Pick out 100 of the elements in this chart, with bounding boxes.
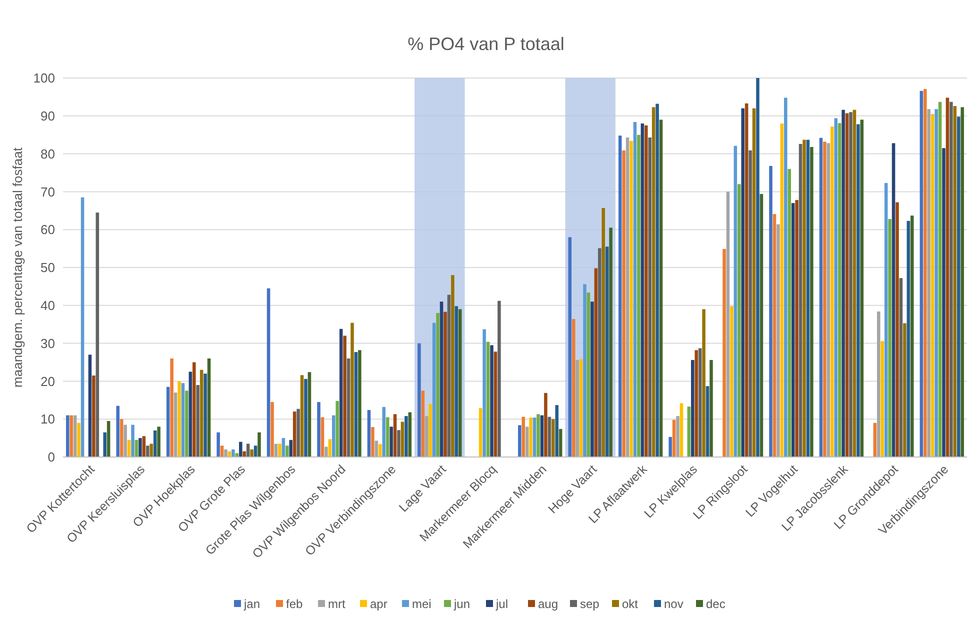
bar	[640, 123, 644, 457]
bar	[397, 430, 400, 457]
bar	[350, 322, 354, 457]
bar	[826, 143, 830, 457]
bar	[780, 123, 784, 457]
bar	[181, 383, 185, 457]
bar	[274, 444, 278, 457]
bar	[258, 432, 261, 457]
bar	[741, 108, 744, 457]
bar	[644, 125, 648, 457]
bar	[339, 328, 343, 457]
bar	[498, 300, 501, 457]
bar	[116, 406, 120, 457]
bar	[73, 415, 77, 457]
bar	[744, 103, 748, 457]
bar	[583, 284, 586, 457]
bar	[668, 436, 672, 457]
bar	[354, 352, 358, 457]
y-tick-label: 90	[40, 108, 55, 124]
bar	[806, 140, 810, 457]
bar	[196, 384, 200, 457]
bar	[572, 319, 576, 457]
bar	[174, 392, 178, 457]
bar	[680, 403, 684, 457]
bar	[289, 440, 292, 457]
legend-label: sep	[580, 597, 600, 612]
bar	[903, 323, 906, 457]
bar	[529, 418, 532, 457]
bar	[652, 107, 656, 457]
bar	[150, 444, 153, 457]
bar	[927, 109, 931, 457]
bar	[204, 374, 207, 457]
bar	[436, 312, 440, 457]
bar	[910, 216, 914, 457]
bar	[346, 358, 350, 457]
bar	[602, 208, 605, 457]
bar	[421, 390, 425, 457]
bar	[418, 343, 421, 457]
bar	[622, 150, 626, 457]
bar	[702, 309, 706, 457]
bar	[77, 422, 80, 457]
bar	[849, 112, 852, 457]
legend-label: mei	[412, 597, 432, 612]
legend-label: jun	[453, 597, 470, 612]
bar	[292, 412, 296, 457]
bar	[540, 415, 544, 457]
bar	[428, 404, 432, 457]
bar	[896, 202, 899, 457]
bar	[555, 405, 558, 457]
bar	[706, 386, 710, 457]
bar	[594, 268, 598, 457]
bar	[242, 451, 246, 457]
bar	[70, 415, 74, 457]
bar	[170, 358, 174, 457]
bar	[250, 449, 254, 457]
y-tick-label: 10	[40, 412, 55, 427]
bar	[408, 412, 412, 457]
bar	[120, 419, 124, 457]
bar	[270, 402, 274, 457]
bar	[838, 123, 842, 457]
bar	[873, 422, 877, 457]
bar	[730, 306, 734, 457]
bar	[920, 90, 924, 457]
y-tick-label: 60	[40, 222, 55, 238]
bar	[788, 168, 791, 457]
bar	[525, 426, 529, 457]
bar	[710, 360, 713, 457]
bar	[856, 124, 860, 457]
bar	[892, 143, 896, 457]
bar	[200, 370, 204, 457]
bar	[558, 428, 562, 457]
bar	[888, 218, 892, 457]
bar	[207, 358, 211, 457]
bar	[358, 350, 362, 457]
bar	[930, 114, 934, 457]
bar	[842, 110, 845, 457]
bar	[795, 200, 798, 457]
bar	[544, 392, 548, 457]
bar	[432, 322, 436, 457]
bar	[343, 336, 346, 457]
bar	[482, 329, 486, 457]
bar	[386, 417, 390, 457]
bar	[691, 360, 694, 457]
bar	[648, 138, 652, 457]
bar	[232, 449, 235, 457]
bar	[518, 425, 522, 457]
bar	[478, 408, 482, 457]
bar	[124, 424, 127, 457]
bar	[845, 113, 849, 457]
bar	[66, 415, 70, 457]
bar	[924, 88, 927, 457]
bar	[834, 118, 838, 457]
y-tick-label: 0	[48, 450, 55, 465]
bar	[536, 414, 540, 457]
y-tick-label: 50	[40, 260, 55, 276]
bar	[802, 140, 806, 457]
bar	[609, 228, 612, 457]
bar	[282, 438, 286, 457]
legend-label: apr	[370, 597, 388, 612]
bar	[956, 116, 960, 457]
